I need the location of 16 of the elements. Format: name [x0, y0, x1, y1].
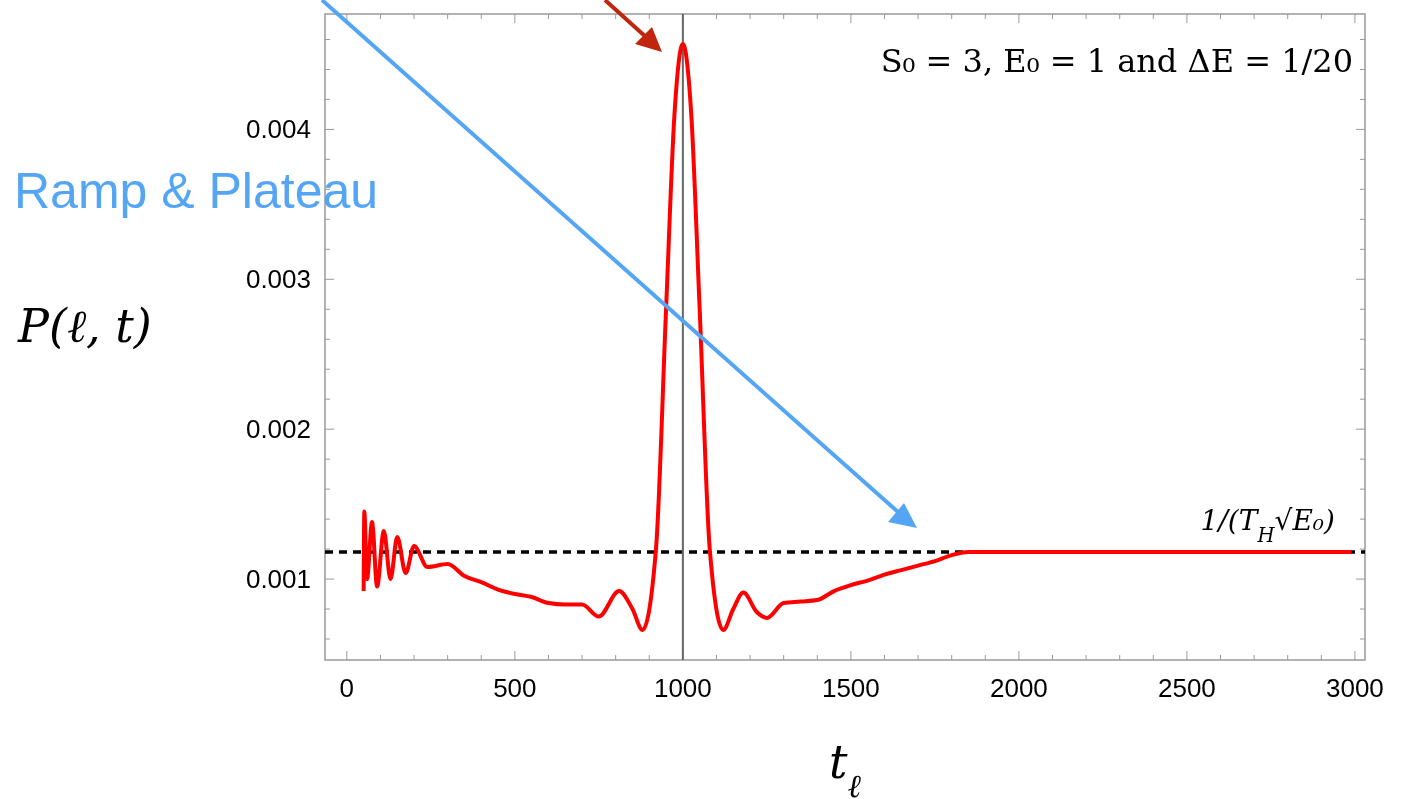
x-tick-label: 1500 [821, 673, 880, 703]
x-tick-label: 2500 [1157, 673, 1216, 703]
x-tick-label: 3000 [1326, 673, 1384, 703]
y-axis-title: P(ℓ, t) [17, 299, 152, 353]
annotation: Ramp & Plateau [14, 163, 379, 219]
annotation: S₀ = 3, E₀ = 1 and ΔE = 1/20 [880, 42, 1353, 80]
y-tick-label: 0.001 [245, 564, 311, 595]
x-tick-label: 0 [339, 673, 355, 703]
x-tick-label: 1000 [653, 673, 712, 703]
x-tick-label: 2000 [989, 673, 1048, 703]
x-axis-title: t$_{ℓ}$ [829, 735, 862, 799]
y-tick-label: 0.004 [245, 114, 311, 145]
x-tick-label: 500 [493, 673, 537, 703]
ref-line-label: 1/(T$_{H}$√E₀) [1200, 504, 1335, 547]
y-tick-label: 0.002 [245, 414, 311, 445]
y-tick-label: 0.003 [245, 264, 311, 295]
